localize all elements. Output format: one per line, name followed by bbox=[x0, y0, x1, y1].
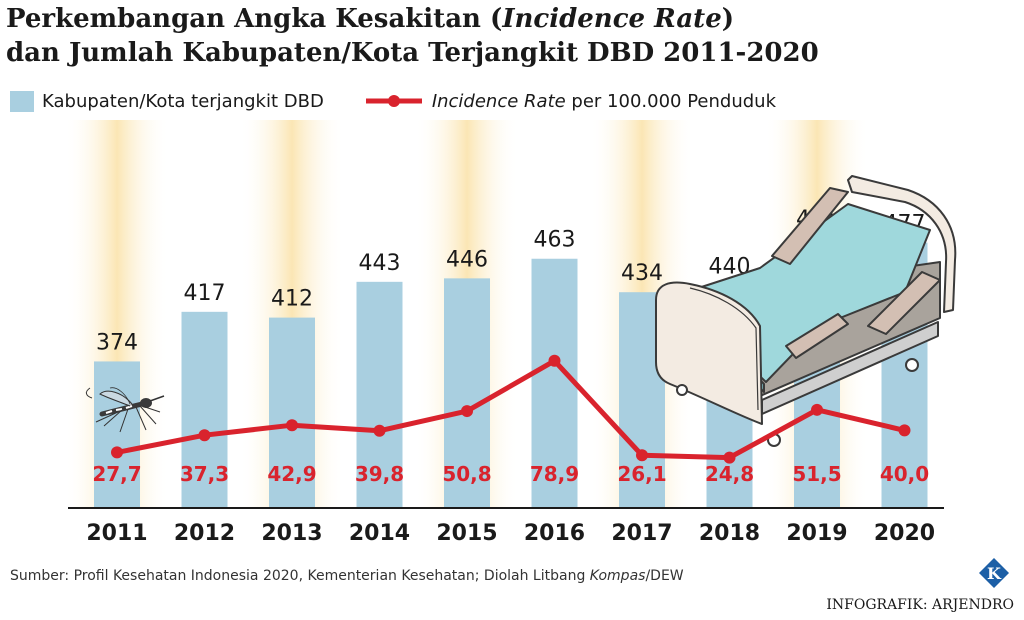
title-text-em: Incidence Rate bbox=[502, 4, 722, 34]
bar-value-label: 374 bbox=[96, 330, 138, 355]
incidence-rate-label: 50,8 bbox=[442, 462, 491, 486]
incidence-rate-point bbox=[811, 403, 823, 416]
bar-value-label: 434 bbox=[621, 261, 663, 286]
x-tick-label: 2013 bbox=[261, 521, 322, 546]
legend-bar-swatch bbox=[10, 90, 34, 112]
source-text-a: Sumber: Profil Kesehatan Indonesia 2020,… bbox=[10, 568, 590, 584]
x-tick-label: 2020 bbox=[874, 521, 935, 546]
x-tick-labels: 2011 2012 2013 2014 2015 2016 2017 2018 2019 2020 bbox=[86, 521, 935, 546]
x-tick-label: 2015 bbox=[436, 521, 497, 546]
x-tick-label: 2012 bbox=[174, 521, 235, 546]
incidence-rate-point bbox=[723, 451, 736, 464]
chart-title-line-1: Perkembangan Angka Kesakitan (Incidence … bbox=[6, 2, 819, 36]
bar-value-label: 417 bbox=[184, 281, 226, 306]
mosquito-illustration bbox=[85, 387, 165, 433]
legend-item-bars: Kabupaten/Kota terjangkit DBD bbox=[10, 90, 324, 112]
incidence-rate-label: 26,1 bbox=[617, 462, 666, 486]
legend-line-dot bbox=[387, 95, 400, 107]
legend: Kabupaten/Kota terjangkit DBD Incidence … bbox=[10, 90, 816, 112]
x-tick-label: 2011 bbox=[86, 521, 147, 546]
incidence-rate-label: 40,0 bbox=[880, 462, 929, 486]
incidence-rate-point bbox=[548, 354, 561, 367]
x-tick-label: 2017 bbox=[611, 521, 672, 546]
legend-bar-label: Kabupaten/Kota terjangkit DBD bbox=[42, 90, 324, 112]
incidence-rate-point bbox=[286, 419, 298, 432]
incidence-rate-point bbox=[111, 446, 123, 459]
legend-line-swatch bbox=[365, 95, 422, 107]
x-tick-label: 2014 bbox=[349, 521, 410, 546]
bar bbox=[531, 258, 578, 508]
bar bbox=[94, 361, 140, 508]
incidence-rate-point bbox=[198, 429, 211, 442]
incidence-rate-labels: 27,7 37,3 42,9 39,8 50,8 78,9 26,1 24,8 51,5 40,0 bbox=[92, 462, 929, 486]
legend-line-label: Incidence Rate per 100.000 Penduduk bbox=[432, 91, 776, 112]
x-tick-label: 2016 bbox=[524, 521, 585, 546]
bar-value-label: 463 bbox=[534, 228, 576, 253]
x-tick-label: 2018 bbox=[699, 521, 760, 546]
logo-letter: K bbox=[987, 564, 1002, 583]
title-text-b: ) bbox=[721, 4, 735, 34]
incidence-rate-point bbox=[373, 424, 386, 437]
incidence-rate-points bbox=[111, 354, 911, 464]
chart-title-line-2: dan Jumlah Kabupaten/Kota Terjangkit DBD… bbox=[6, 38, 819, 68]
legend-item-line: Incidence Rate per 100.000 Penduduk bbox=[364, 90, 776, 112]
bar bbox=[269, 317, 315, 508]
bar-value-label: 443 bbox=[359, 251, 401, 276]
legend-line-label-rest: per 100.000 Penduduk bbox=[565, 90, 776, 112]
incidence-rate-point bbox=[461, 405, 473, 418]
source-text-em: Kompas bbox=[589, 568, 646, 584]
incidence-rate-label: 37,3 bbox=[180, 462, 229, 486]
source-note: Sumber: Profil Kesehatan Indonesia 2020,… bbox=[10, 568, 684, 584]
source-text-b: /DEW bbox=[645, 568, 684, 584]
incidence-rate-label: 27,7 bbox=[92, 462, 141, 486]
bar-value-label: 446 bbox=[446, 247, 488, 272]
bar bbox=[444, 278, 490, 508]
bar bbox=[181, 311, 228, 508]
incidence-rate-line bbox=[116, 358, 906, 461]
incidence-rate-label: 42,9 bbox=[267, 462, 316, 486]
bar bbox=[356, 281, 403, 508]
incidence-rate-label: 78,9 bbox=[530, 462, 579, 486]
legend-line-label-em: Incidence Rate bbox=[431, 90, 566, 112]
incidence-rate-point bbox=[636, 449, 648, 462]
x-tick-label: 2019 bbox=[786, 521, 847, 546]
title-text-a: Perkembangan Angka Kesakitan ( bbox=[6, 4, 503, 34]
logo-diamond bbox=[979, 558, 1009, 588]
hospital-bed-illustration bbox=[655, 175, 957, 447]
incidence-rate-label: 39,8 bbox=[355, 462, 404, 486]
incidence-rate-label: 24,8 bbox=[705, 462, 754, 486]
incidence-rate-point bbox=[898, 424, 911, 437]
credit: INFOGRAFIK: ARJENDRO bbox=[826, 597, 1014, 613]
incidence-rate-label: 51,5 bbox=[792, 462, 841, 486]
chart-title: Perkembangan Angka Kesakitan (Incidence … bbox=[6, 2, 819, 70]
kompas-logo-icon: K bbox=[979, 558, 1009, 588]
bar-value-label: 412 bbox=[271, 287, 313, 312]
